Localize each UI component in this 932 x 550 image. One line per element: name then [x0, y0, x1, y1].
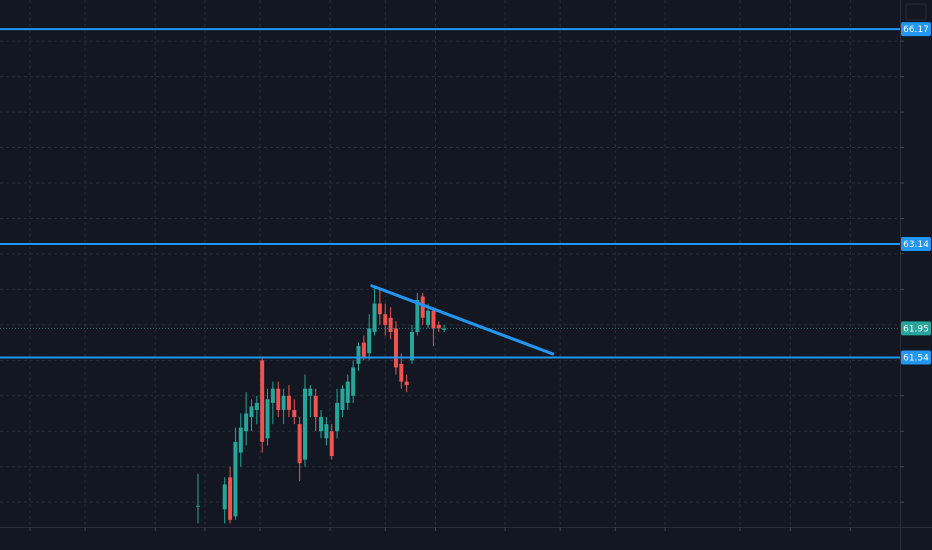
candle-body	[313, 395, 318, 418]
candle-body	[393, 328, 398, 368]
candle-body	[249, 406, 254, 418]
candle-body	[265, 399, 270, 439]
candle-body	[254, 402, 259, 410]
price-label: 61.95	[903, 324, 929, 334]
candle-body	[431, 310, 436, 329]
candle-body	[222, 484, 227, 510]
price-label: 61.54	[903, 353, 929, 363]
price-label-bg	[901, 350, 931, 365]
candle-body	[410, 331, 415, 361]
candle-body	[228, 477, 233, 520]
candle-body	[292, 409, 297, 418]
candle-body	[404, 381, 409, 386]
candle-body	[442, 328, 447, 330]
candle-body	[329, 431, 334, 457]
candle-body	[436, 324, 441, 329]
candle-body	[286, 395, 291, 410]
price-label-bg	[901, 321, 931, 336]
candle-body	[388, 317, 393, 332]
price-label: 63.14	[903, 240, 929, 250]
candle-body	[372, 303, 377, 332]
candle-body	[276, 388, 281, 410]
settings-button[interactable]	[905, 3, 927, 21]
candle-body	[335, 402, 340, 432]
candle-body	[270, 388, 275, 403]
candle-body	[377, 303, 382, 315]
candle-body	[233, 441, 238, 517]
candle-body	[319, 417, 324, 432]
candle-body	[361, 342, 366, 357]
candle-body	[260, 360, 265, 442]
price-label: 66.17	[903, 25, 929, 35]
candle-body	[302, 388, 307, 460]
candle-body	[351, 367, 356, 396]
candle-body	[281, 395, 286, 410]
candle-body	[324, 424, 329, 439]
candle-body	[244, 413, 249, 432]
candle-body	[308, 388, 313, 396]
candle-body	[383, 314, 388, 325]
candle-body	[297, 424, 302, 464]
candle-body	[426, 310, 431, 325]
candle-body	[415, 300, 420, 332]
candle-body	[356, 346, 361, 364]
candle-body	[399, 363, 404, 382]
price-label-bg	[901, 236, 931, 251]
candle-body	[340, 388, 345, 410]
candle-body	[238, 427, 243, 453]
candle-body	[345, 381, 350, 403]
candle-body	[420, 296, 425, 318]
price-label-bg	[901, 22, 931, 37]
trend-line	[370, 284, 555, 356]
candle-body	[195, 505, 200, 507]
candle-body	[367, 328, 372, 354]
